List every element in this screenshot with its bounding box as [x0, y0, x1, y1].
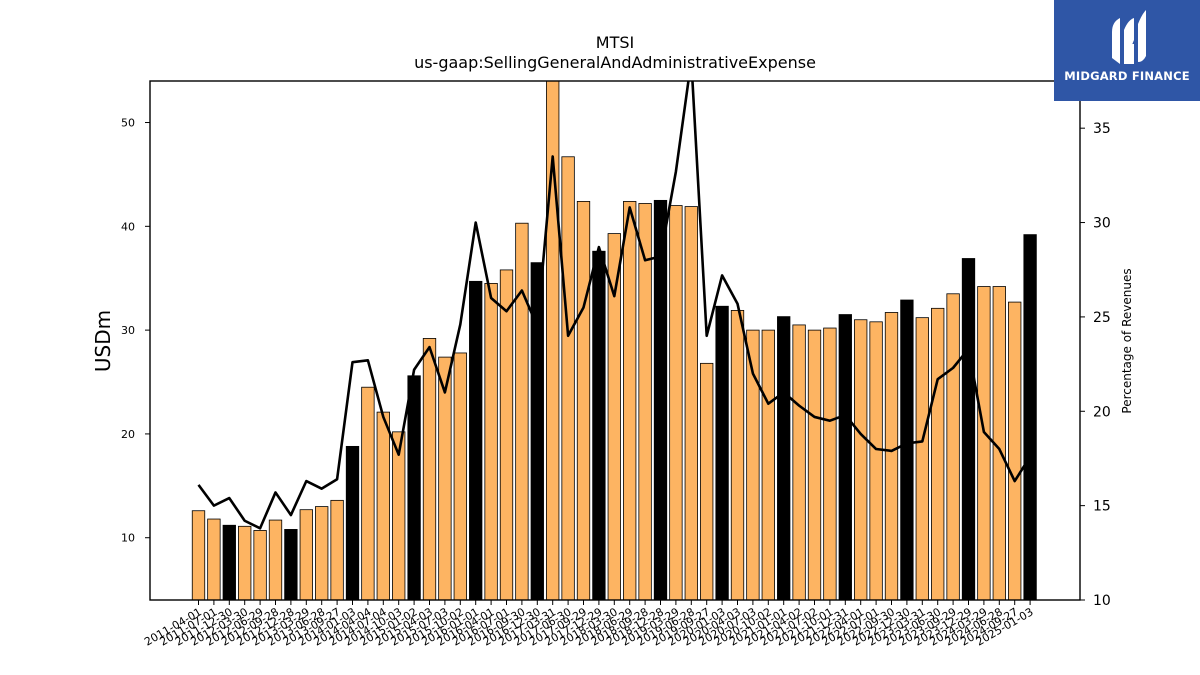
percentage-line	[197, 81, 1032, 530]
y2-axis-label: Percentage of Revenues	[1120, 268, 1134, 413]
plot-frame	[149, 80, 1081, 601]
bar	[1008, 301, 1022, 600]
bar	[376, 411, 390, 600]
bar	[854, 319, 868, 600]
bar	[407, 375, 421, 600]
bar	[823, 327, 837, 600]
bar	[453, 352, 467, 600]
bar	[638, 203, 652, 600]
bar	[792, 324, 806, 600]
y2-tick-label: 15	[1093, 499, 1111, 515]
bar	[315, 506, 329, 600]
bar	[207, 518, 221, 600]
bar	[669, 205, 683, 600]
bar	[915, 317, 929, 600]
bar	[977, 286, 991, 600]
line-layer	[197, 81, 1032, 530]
bar	[361, 386, 375, 600]
bar	[422, 338, 437, 600]
bar	[268, 519, 283, 600]
bar	[777, 316, 791, 600]
bar	[700, 362, 714, 600]
bar	[222, 524, 236, 600]
y2-tick-label: 30	[1093, 216, 1111, 232]
bar	[484, 283, 498, 600]
brand-name: MIDGARD FINANCE	[1064, 69, 1190, 83]
left-axis-ticks: 10 20 30 40 50	[121, 117, 150, 545]
bar	[1023, 234, 1037, 600]
bar	[284, 529, 298, 600]
bar	[253, 530, 267, 600]
y2-tick-label: 10	[1093, 593, 1111, 609]
bar	[884, 312, 899, 600]
brand-logo: MIDGARD FINANCE	[1054, 0, 1200, 101]
y-tick-label: 20	[121, 428, 135, 441]
y-tick-label: 10	[121, 532, 135, 545]
bar	[838, 314, 852, 600]
y2-tick-label: 35	[1093, 121, 1111, 137]
bar	[191, 510, 206, 600]
bar	[684, 206, 698, 600]
bar	[469, 280, 483, 600]
bar	[515, 222, 529, 600]
bar	[807, 329, 822, 600]
bar	[330, 499, 344, 600]
bar	[592, 250, 606, 600]
y2-tick-label: 20	[1093, 404, 1111, 420]
bar	[561, 156, 575, 600]
chart-title: MTSI	[596, 33, 634, 52]
bar	[299, 509, 313, 600]
bar	[653, 199, 668, 600]
bar	[761, 329, 775, 600]
bar	[238, 525, 252, 600]
bar	[961, 258, 976, 600]
bar	[546, 81, 560, 600]
bar	[623, 201, 637, 600]
right-axis-ticks: 10 15 20 25 30 35	[1080, 121, 1111, 609]
bar	[607, 233, 621, 600]
midgard-logo-icon	[1112, 10, 1146, 64]
bar	[730, 309, 745, 600]
bars-layer	[191, 81, 1037, 600]
x-axis-ticks: 2011-04-012011-07-012011-12-302012-03-30…	[142, 600, 1036, 649]
y-tick-label: 30	[121, 324, 135, 337]
bar	[900, 299, 914, 600]
bar	[499, 269, 514, 600]
chart-subtitle: us-gaap:SellingGeneralAndAdministrativeE…	[414, 53, 816, 72]
bar	[715, 305, 729, 600]
bar	[345, 445, 360, 600]
bar	[931, 307, 945, 600]
y2-tick-label: 25	[1093, 310, 1111, 326]
bar	[576, 201, 591, 600]
y-tick-label: 50	[121, 117, 135, 130]
bar	[946, 293, 960, 600]
bar	[530, 262, 544, 600]
bar	[869, 321, 883, 600]
y-axis-label: USDm	[91, 310, 115, 372]
bar	[392, 431, 406, 600]
bar	[746, 329, 760, 600]
y-tick-label: 40	[121, 220, 135, 233]
